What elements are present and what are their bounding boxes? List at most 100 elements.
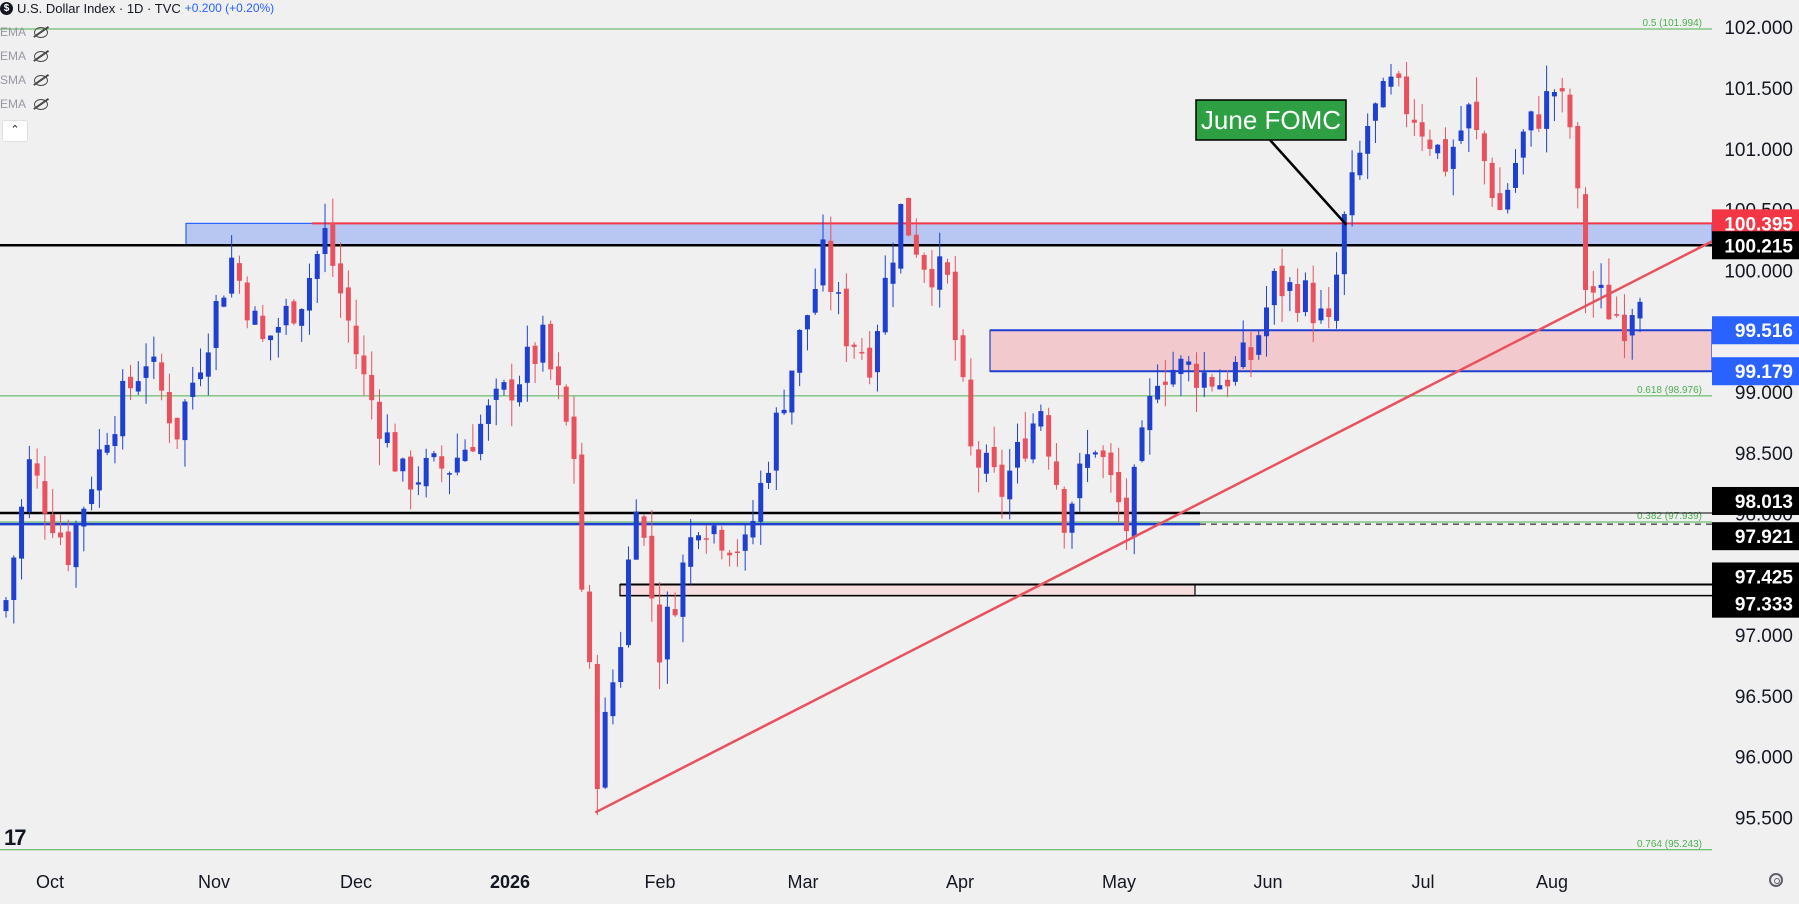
candle-body[interactable] (976, 449, 982, 468)
candle-body[interactable] (1411, 119, 1417, 123)
candle-body[interactable] (587, 591, 593, 663)
candle-body[interactable] (913, 234, 919, 255)
candle-body[interactable] (696, 535, 702, 541)
candle-body[interactable] (1310, 282, 1316, 324)
candle-body[interactable] (1209, 377, 1215, 387)
candle-body[interactable] (773, 412, 779, 471)
candle-body[interactable] (711, 525, 717, 535)
candle-body[interactable] (166, 391, 172, 424)
candle-body[interactable] (11, 557, 17, 601)
candle-body[interactable] (65, 531, 71, 566)
candle-body[interactable] (283, 305, 289, 326)
candle-body[interactable] (501, 382, 507, 390)
candle-body[interactable] (1232, 361, 1238, 382)
candle-body[interactable] (34, 463, 40, 476)
candle-body[interactable] (1240, 342, 1246, 368)
candle-body[interactable] (314, 253, 320, 279)
eye-off-icon[interactable] (34, 74, 49, 86)
candle-body[interactable] (509, 379, 515, 401)
candle-body[interactable] (882, 277, 888, 333)
candle-body[interactable] (602, 711, 608, 788)
candle-body[interactable] (843, 288, 849, 347)
price-label-bg[interactable] (1712, 231, 1799, 260)
tradingview-logo-icon[interactable]: 17 (4, 825, 27, 850)
candle-body[interactable] (353, 325, 359, 355)
candle-body[interactable] (1326, 308, 1332, 318)
candle-body[interactable] (135, 381, 141, 392)
candle-body[interactable] (766, 472, 772, 483)
candle-body[interactable] (804, 315, 810, 330)
candle-body[interactable] (851, 344, 857, 347)
candle-body[interactable] (361, 355, 367, 375)
candle-body[interactable] (1458, 130, 1464, 141)
candle-body[interactable] (1279, 265, 1285, 297)
candle-body[interactable] (1559, 88, 1565, 92)
candle-body[interactable] (1225, 379, 1231, 387)
candle-body[interactable] (1287, 282, 1293, 291)
candle-body[interactable] (1131, 466, 1137, 538)
candle-body[interactable] (275, 326, 281, 333)
candle-body[interactable] (447, 473, 453, 475)
candle-body[interactable] (1474, 101, 1480, 131)
candle-body[interactable] (42, 481, 48, 514)
symbol-logo[interactable]: $ (0, 1, 13, 15)
candle-body[interactable] (1085, 454, 1091, 468)
candle-body[interactable] (384, 432, 390, 444)
blue-resistance-zone[interactable] (185, 222, 1713, 246)
feb-lower-zone[interactable] (619, 583, 1196, 597)
trendline[interactable] (594, 240, 1713, 814)
candle-body[interactable] (1116, 472, 1122, 503)
candle-body[interactable] (820, 239, 826, 286)
candle-body[interactable] (742, 534, 748, 551)
candle-body[interactable] (1100, 450, 1106, 458)
candle-body[interactable] (400, 458, 406, 472)
candle-body[interactable] (50, 514, 56, 534)
candle-body[interactable] (571, 416, 577, 459)
candle-body[interactable] (89, 489, 95, 505)
eye-off-icon[interactable] (34, 98, 49, 110)
candle-body[interactable] (1302, 280, 1308, 313)
candle-body[interactable] (81, 508, 87, 527)
candle-body[interactable] (3, 600, 9, 612)
candle-body[interactable] (1497, 193, 1503, 211)
candle-body[interactable] (1022, 438, 1028, 459)
candle-body[interactable] (1489, 162, 1495, 199)
candle-body[interactable] (221, 297, 227, 307)
candle-body[interactable] (1108, 452, 1114, 476)
candle-body[interactable] (517, 384, 523, 403)
candle-body[interactable] (376, 401, 382, 439)
candle-body[interactable] (260, 315, 266, 340)
price-axis[interactable] (1712, 0, 1799, 899)
candle-body[interactable] (205, 352, 211, 377)
price-label-bg[interactable] (1712, 562, 1799, 591)
candle-body[interactable] (944, 262, 950, 275)
candle-body[interactable] (159, 362, 165, 391)
candle-body[interactable] (719, 529, 725, 551)
candle-body[interactable] (1139, 427, 1145, 461)
candle-body[interactable] (532, 345, 538, 365)
price-label-bg[interactable] (1712, 316, 1799, 345)
annotation-pointer[interactable] (1269, 139, 1348, 226)
candle-body[interactable] (968, 379, 974, 447)
candle-body[interactable] (1528, 111, 1534, 131)
candle-body[interactable] (322, 228, 328, 255)
indicator-row[interactable]: SMA (0, 68, 49, 92)
candle-body[interactable] (182, 401, 188, 441)
candle-body[interactable] (618, 647, 624, 683)
candle-body[interactable] (1598, 284, 1604, 288)
candle-body[interactable] (1614, 314, 1620, 316)
candle-body[interactable] (1186, 361, 1192, 365)
candle-body[interactable] (1567, 94, 1573, 128)
candle-body[interactable] (781, 409, 787, 414)
candle-body[interactable] (462, 449, 468, 462)
candle-body[interactable] (649, 535, 655, 599)
candle-body[interactable] (213, 301, 219, 348)
candle-body[interactable] (688, 537, 694, 567)
candle-body[interactable] (625, 559, 631, 646)
candle-body[interactable] (345, 287, 351, 321)
candle-body[interactable] (1334, 274, 1340, 321)
candle-body[interactable] (268, 335, 274, 341)
candle-body[interactable] (1520, 131, 1526, 158)
